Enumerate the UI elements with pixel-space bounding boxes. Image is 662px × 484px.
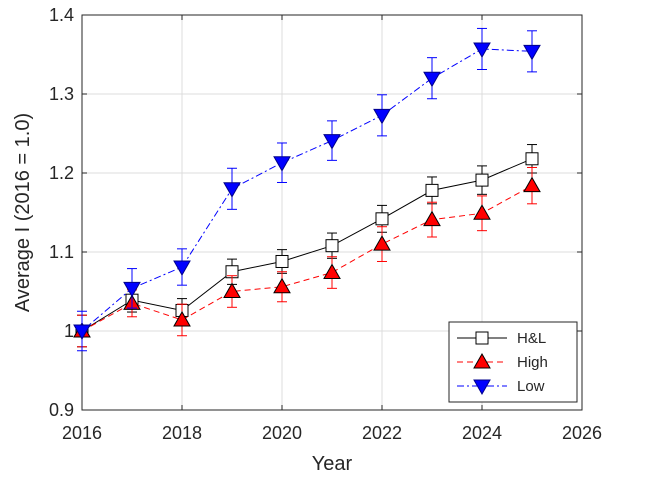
data-point [273,156,291,172]
series-layer [73,27,541,352]
data-point [423,71,441,88]
data-point [173,310,191,327]
y-tick-label: 1.1 [49,242,74,262]
data-point [73,324,91,341]
x-tick-label: 2026 [562,423,602,443]
data-point [375,212,389,226]
legend-marker [475,331,489,345]
y-axis-label: Average I (2016 = 1.0) [12,113,34,312]
y-tick-label: 0.9 [49,400,74,420]
x-axis-label: Year [312,453,353,475]
data-point [325,239,339,253]
data-point [223,282,241,298]
data-point [323,134,341,150]
series-high [73,166,541,348]
y-tick-label: 1.3 [49,84,74,104]
series-line [81,48,533,332]
y-tick-label: 1.4 [49,5,74,25]
data-point [473,42,491,58]
data-point [323,263,341,280]
data-point [173,260,191,277]
legend-label: Low [517,378,545,395]
legend-entry: Low [457,378,545,396]
data-point [123,281,141,298]
data-point [525,152,539,166]
x-tick-label: 2022 [362,423,402,443]
data-point [523,176,541,193]
data-point [523,44,541,61]
legend-marker [473,352,491,369]
x-tick-label: 2016 [62,423,102,443]
data-point [273,277,291,294]
series-h-l [75,144,539,348]
legend-marker [473,379,491,396]
legend-label: High [517,354,548,371]
y-tick-label: 1.2 [49,163,74,183]
plot-area-frame [81,14,583,411]
data-point [473,204,491,220]
data-point [223,182,241,198]
y-tick-label: 1 [64,321,74,341]
axis-ticks: 2016 2018 2020 2022 2024 2026 0.9 1 1.1 1.2 1.3 1.4 [49,5,602,443]
data-point [275,254,289,268]
x-tick-label: 2024 [462,423,502,443]
x-tick-label: 2020 [262,423,302,443]
data-point [423,210,441,227]
data-point [475,173,489,187]
legend-label: H&L [517,330,546,347]
legend: H&L High Low [448,321,578,403]
series-low [73,27,541,352]
data-point [425,183,439,197]
legend-entry: High [457,352,548,371]
data-point [373,235,391,251]
series-line [81,158,533,332]
data-point [373,108,391,125]
legend-entry: H&L [457,330,546,347]
x-tick-label: 2018 [162,423,202,443]
series-line [81,185,533,332]
